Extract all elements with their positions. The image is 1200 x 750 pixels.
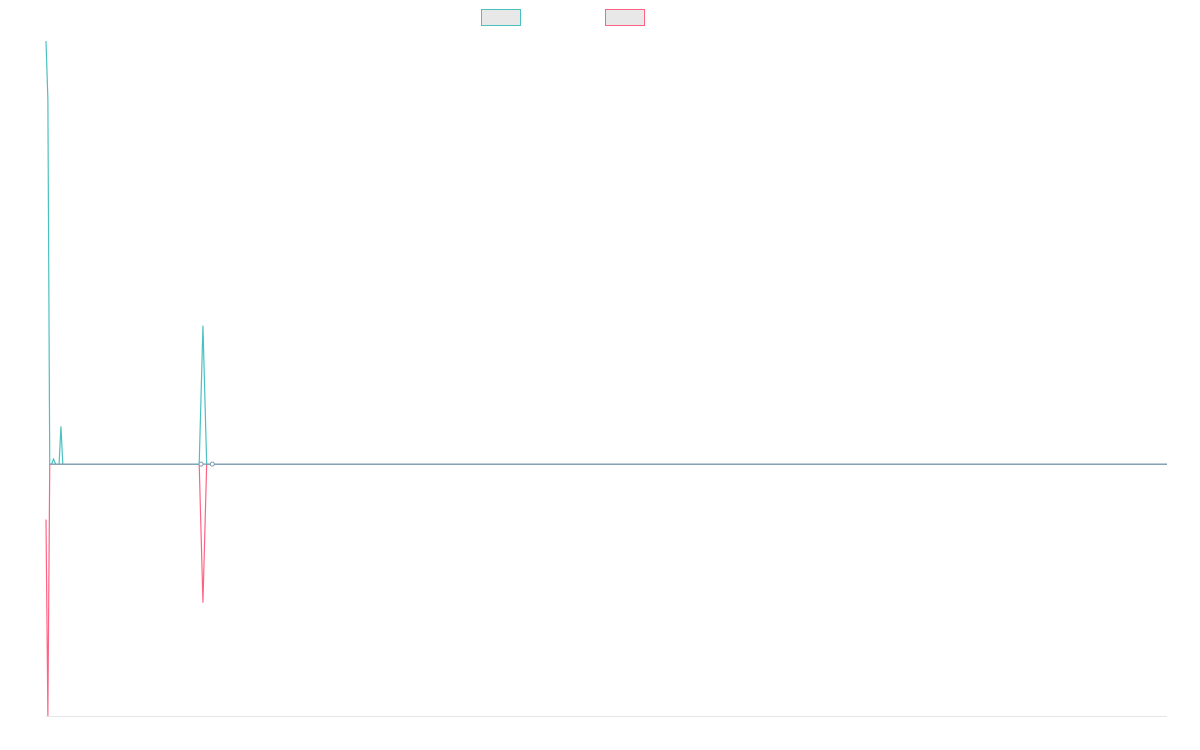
legend-swatch-2[interactable] xyxy=(605,9,645,26)
data-point-marker-2[interactable] xyxy=(209,461,215,467)
legend-swatch-1[interactable] xyxy=(481,9,521,26)
series-line-2 xyxy=(45,463,1167,717)
data-point-marker-1[interactable] xyxy=(198,461,204,467)
plot-area xyxy=(45,41,1167,717)
series-layer xyxy=(45,41,1167,717)
legend xyxy=(481,9,645,26)
marker-layer xyxy=(198,461,215,467)
series-line-1 xyxy=(45,41,1167,465)
